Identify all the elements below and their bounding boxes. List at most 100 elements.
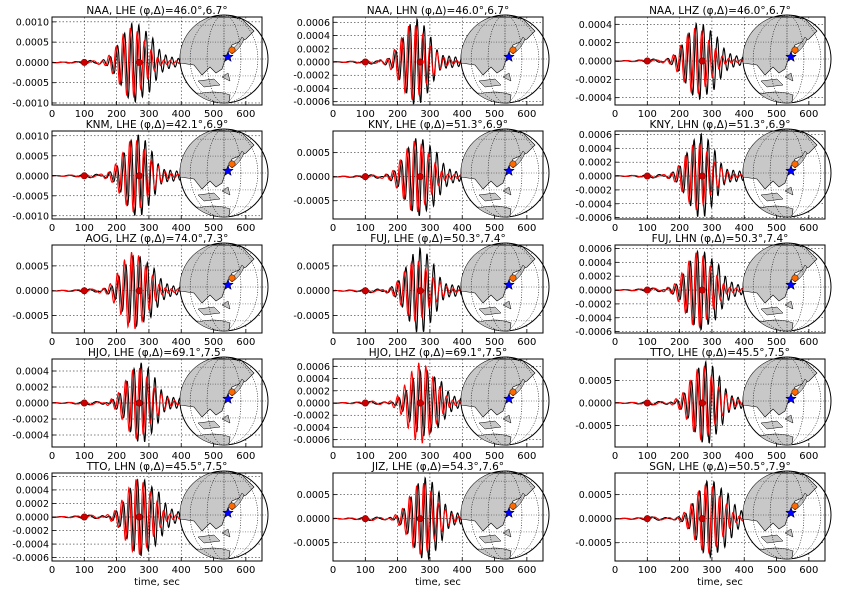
x-tick-label: 600: [236, 109, 255, 120]
y-tick-label: 0.0000: [579, 399, 612, 410]
station-marker: [791, 388, 799, 396]
x-tick-label: 400: [453, 223, 472, 234]
event-star-icon: [785, 50, 797, 62]
station-marker: [791, 160, 799, 168]
window-marker: [135, 58, 143, 66]
subplot-title: NAA, LHE (φ,Δ)=46.0°,6.7°: [86, 5, 227, 17]
indonesia-islands: [197, 534, 221, 544]
philippines-islands: [221, 528, 231, 538]
y-tick-label: 0.0002: [579, 272, 612, 283]
window-marker: [135, 513, 143, 521]
philippines-islands: [502, 414, 512, 424]
station-marker: [791, 46, 799, 54]
y-tick-label: 0.0005: [297, 148, 330, 159]
subplot-4: 0 100 200 300 400 500 600 0.0010 0.0005 0.0000 -0.…: [12, 119, 269, 234]
x-tick-label: 0: [49, 451, 55, 462]
y-tick-label: -0.0005: [12, 78, 49, 89]
meridian: [206, 15, 242, 103]
meridian: [189, 357, 259, 445]
australia-landmass: [193, 547, 231, 559]
x-tick-label: 500: [767, 223, 786, 234]
y-tick-label: 0.0010: [16, 131, 49, 142]
window-marker: [643, 172, 651, 180]
y-tick-label: -0.0002: [12, 415, 49, 426]
x-tick-label: 0: [612, 337, 618, 348]
waveforms: [333, 476, 476, 561]
meridian: [189, 471, 259, 559]
waveforms: [615, 249, 758, 332]
x-tick-label: 0: [612, 451, 618, 462]
y-tick-label: -0.0004: [575, 199, 612, 210]
x-tick-label: 400: [735, 223, 754, 234]
synthetic-trace: [52, 479, 195, 555]
australia-landmass: [193, 205, 231, 217]
x-tick-label: 300: [702, 109, 721, 120]
x-tick-label: 100: [638, 565, 657, 576]
y-tick-label: 0.0006: [16, 472, 49, 483]
philippines-islands: [784, 528, 794, 538]
meridian: [487, 243, 523, 331]
meridian: [206, 471, 242, 559]
australia-landmass: [193, 433, 231, 445]
x-tick-label: 600: [799, 451, 818, 462]
indonesia-islands: [478, 534, 502, 544]
synthetic-trace: [333, 260, 476, 324]
y-tick-label: -0.0002: [575, 185, 612, 196]
y-tick-label: -0.0005: [575, 538, 612, 549]
y-tick-label: -0.0004: [293, 423, 330, 434]
indonesia-islands: [760, 420, 784, 430]
x-tick-label: 400: [735, 109, 754, 120]
x-tick-label: 300: [420, 451, 439, 462]
indonesia-islands: [197, 192, 221, 202]
y-tick-label: 0.0000: [579, 514, 612, 525]
y-tick-label: 0.0000: [16, 286, 49, 297]
x-tick-label: 300: [139, 109, 158, 120]
x-tick-label: 400: [735, 337, 754, 348]
globe-inset: [460, 14, 550, 104]
subplot-10: 0 100 200 300 400 500 600 0.0004 0.0002 0.0000 -0.…: [12, 347, 269, 462]
meridian: [189, 15, 259, 103]
australia-landmass: [756, 91, 794, 103]
window-marker: [416, 173, 424, 181]
x-tick-label: 300: [702, 337, 721, 348]
y-tick-label: -0.0010: [12, 98, 49, 109]
indonesia-islands: [197, 306, 221, 316]
window-marker: [80, 399, 88, 407]
axes-frame: [614, 472, 826, 562]
y-tick-label: -0.0005: [293, 538, 330, 549]
x-tick-label: 100: [75, 109, 94, 120]
globe-inset: [179, 14, 269, 104]
window-marker: [416, 287, 424, 295]
subplot-title: HJO, LHZ (φ,Δ)=69.1°,7.5°: [369, 347, 508, 359]
station-marker: [509, 46, 517, 54]
x-tick-label: 500: [485, 565, 504, 576]
y-tick-label: -0.0005: [575, 421, 612, 432]
x-tick-label: 100: [638, 451, 657, 462]
x-tick-label: 100: [356, 109, 375, 120]
y-tick-label: 0.0000: [297, 399, 330, 410]
subplot-title: KNY, LHN (φ,Δ)=51.3°,6.9°: [649, 119, 790, 131]
x-tick-label: 200: [670, 451, 689, 462]
y-tick-label: 0.0005: [16, 38, 49, 49]
window-marker: [135, 399, 143, 407]
subplot-6: 0 100 200 300 400 500 600 0.0006 0.0004 0.0002 0.0…: [575, 119, 832, 234]
x-axis-label: time, sec: [415, 577, 461, 588]
x-tick-label: 500: [767, 337, 786, 348]
y-tick-label: -0.0005: [12, 311, 49, 322]
meridian: [752, 357, 822, 445]
y-tick-label: 0.0000: [16, 58, 49, 69]
y-tick-label: 0.0000: [16, 171, 49, 182]
waveforms: [52, 134, 195, 216]
subplot-title: KNM, LHE (φ,Δ)=42.1°,6.9°: [86, 119, 229, 131]
x-tick-label: 200: [388, 109, 407, 120]
subplot-title: NAA, LHN (φ,Δ)=46.0°,6.7°: [367, 5, 509, 17]
philippines-islands: [221, 186, 231, 196]
synthetic-trace: [615, 252, 758, 329]
indonesia-islands: [478, 306, 502, 316]
philippines-islands: [502, 528, 512, 538]
y-tick-label: -0.0006: [12, 553, 49, 564]
globe-inset: [460, 242, 550, 332]
australia-landmass: [474, 547, 512, 559]
subplot-title: FUJ, LHE (φ,Δ)=50.3°,7.4°: [370, 233, 506, 245]
window-marker: [135, 287, 143, 295]
